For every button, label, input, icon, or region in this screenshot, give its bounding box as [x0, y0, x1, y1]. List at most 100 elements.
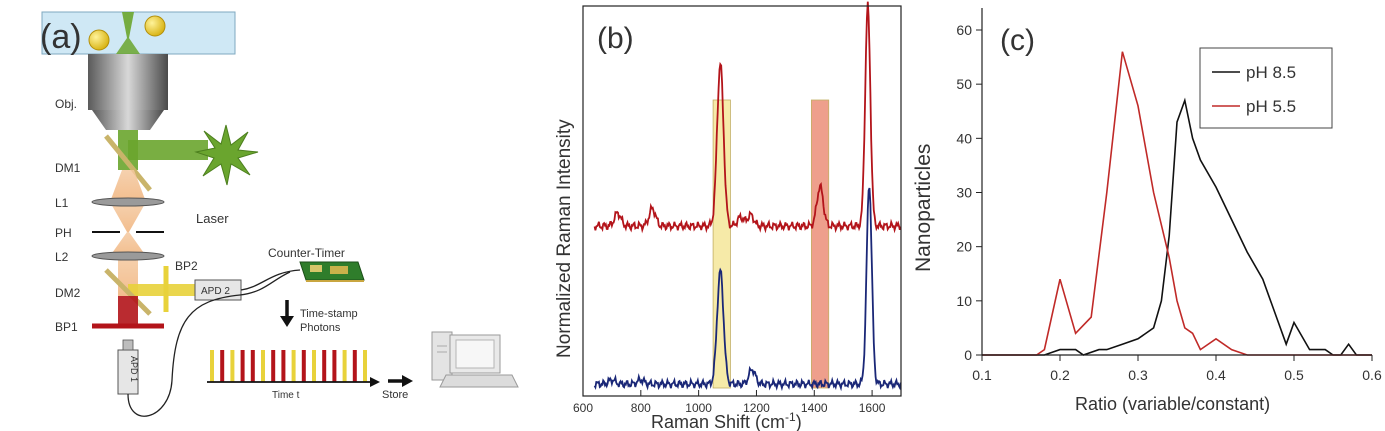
- time-axis-arrow: [370, 377, 380, 387]
- histogram-lines: [982, 51, 1372, 356]
- spectrum-series-1: [593, 187, 902, 392]
- dichroic-mirror-2: [104, 268, 152, 316]
- x-axis-label-b-sup: -1: [785, 410, 796, 424]
- beam-cone: [116, 38, 140, 54]
- y-tick-label-c: 50: [956, 76, 972, 92]
- emission-beam-3: [110, 232, 146, 256]
- objective-bottom: [92, 110, 164, 130]
- board-chip-1: [310, 265, 322, 272]
- photon-pulse: [332, 350, 337, 382]
- photon-pulse: [240, 350, 245, 382]
- photon-pulse: [210, 350, 214, 382]
- photon-pulse: [342, 350, 347, 382]
- photon-pulse: [352, 350, 357, 382]
- y-tick-label-c: 0: [964, 347, 972, 363]
- x-axis-label-b-main: Raman Shift (cm: [651, 412, 785, 431]
- label-apd1: APD 1: [129, 356, 139, 382]
- photon-pulse: [312, 350, 316, 382]
- plot-frame-b: [582, 5, 902, 397]
- down-arrow-head: [280, 316, 294, 327]
- label-ph: PH: [55, 226, 72, 240]
- label-dm2: DM2: [55, 286, 81, 300]
- y-tick-label-c: 10: [956, 293, 972, 309]
- x-tick-label-b: 1400: [801, 401, 828, 415]
- spectrum-series-0: [593, 1, 902, 234]
- schematic-drawing: Obj. Laser DM1 L1 PH L2 DM2 BP2 APD 2 BP…: [40, 11, 519, 417]
- label-obj: Obj.: [55, 97, 77, 111]
- x-tick-label-c: 0.5: [1284, 367, 1304, 383]
- label-l2: L2: [55, 250, 69, 264]
- axis-ticks-c: 0.1 0.2 0.3 0.4 0.5 0.6 0 10 20 30 40 50 60: [956, 22, 1382, 383]
- photon-pulse: [281, 350, 286, 382]
- nanoparticle-2: [144, 15, 166, 37]
- x-axis-label-c: Ratio (variable/constant): [1075, 394, 1270, 414]
- photon-pulse: [250, 350, 255, 382]
- highlight-band: [810, 99, 830, 389]
- label-store: Store: [382, 389, 408, 401]
- x-tick-label-b: 1600: [859, 401, 886, 415]
- photon-pulse: [220, 350, 225, 382]
- highlight-bands: [712, 99, 830, 389]
- lens-l1: [91, 197, 165, 207]
- computer-icon: [431, 331, 519, 388]
- photon-pulse: [271, 350, 276, 382]
- legend: pH 8.5 pH 5.5: [1199, 47, 1333, 129]
- panel-c-histogram: 0.1 0.2 0.3 0.4 0.5 0.6 0 10 20 30 40 50 60 (c) Nano…: [900, 0, 1385, 431]
- y-tick-label-c: 30: [956, 185, 972, 201]
- yellow-branch-beam: [128, 284, 198, 296]
- emission-beam-1: [110, 170, 146, 202]
- y-axis-label-b: Normalized Raman Intensity: [554, 119, 575, 358]
- panel-b-spectra: 600 800 1000 1200 1400 1600 (b) Normalized Ra…: [545, 0, 915, 431]
- red-branch-beam: [118, 296, 138, 326]
- dichroic-mirror-1: [104, 134, 152, 192]
- x-axis-label-b-end: ): [796, 412, 802, 431]
- x-tick-label-c: 0.3: [1128, 367, 1148, 383]
- label-timestamp-2: Photons: [300, 322, 341, 334]
- histogram-series-1: [982, 51, 1372, 356]
- y-tick-label-c: 40: [956, 130, 972, 146]
- flow-channel: [41, 11, 236, 55]
- ratio-histogram-chart: 0.1 0.2 0.3 0.4 0.5 0.6 0 10 20 30 40 50 60 (c) Nano…: [912, 8, 1382, 414]
- y-tick-label-c: 20: [956, 239, 972, 255]
- photon-pulse: [363, 350, 367, 382]
- x-tick-label-b: 1200: [743, 401, 770, 415]
- apd1-head: [122, 339, 134, 351]
- x-ticks-b: 600 800 1000 1200 1400 1600: [573, 390, 886, 415]
- photon-pulse: [301, 350, 306, 382]
- x-tick-label-c: 0.4: [1206, 367, 1226, 383]
- cable-apd2: [240, 269, 301, 291]
- x-tick-label-c: 0.6: [1362, 367, 1382, 383]
- legend-label-ph55: pH 5.5: [1246, 97, 1296, 116]
- x-tick-label-c: 0.2: [1050, 367, 1070, 383]
- photon-train: [210, 350, 367, 382]
- nanoparticle-1: [88, 29, 110, 51]
- photon-pulse: [291, 350, 296, 382]
- photon-pulse: [261, 350, 265, 382]
- photon-pulse: [230, 350, 235, 382]
- y-axis-label-c: Nanoparticles: [912, 144, 935, 272]
- x-tick-label-b: 600: [573, 401, 593, 415]
- objective-top: [88, 54, 168, 74]
- x-tick-label-b: 1000: [685, 401, 712, 415]
- panel-a-schematic: Obj. Laser DM1 L1 PH L2 DM2 BP2 APD 2 BP…: [0, 0, 560, 431]
- label-bp1: BP1: [55, 320, 78, 334]
- store-arrow-head: [402, 375, 413, 387]
- label-timestamp-1: Time-stamp: [300, 308, 358, 320]
- label-apd2: APD 2: [201, 286, 230, 297]
- y-tick-label-c: 60: [956, 22, 972, 38]
- spectra-lines: [593, 1, 902, 392]
- lens-l2: [91, 251, 165, 261]
- label-laser: Laser: [196, 211, 229, 226]
- emission-beam-2: [110, 202, 146, 232]
- laser-beam-horizontal: [128, 140, 208, 160]
- label-l1: L1: [55, 196, 69, 210]
- laser-source-icon: [194, 124, 259, 186]
- x-tick-label-b: 800: [631, 401, 651, 415]
- panel-a-label: (a): [40, 18, 82, 56]
- board-chip-2: [330, 266, 348, 274]
- panel-b-label: (b): [597, 22, 634, 55]
- label-time-t: Time t: [272, 390, 300, 401]
- focused-beam: [122, 12, 134, 38]
- photon-pulse: [322, 350, 327, 382]
- label-dm1: DM1: [55, 161, 81, 175]
